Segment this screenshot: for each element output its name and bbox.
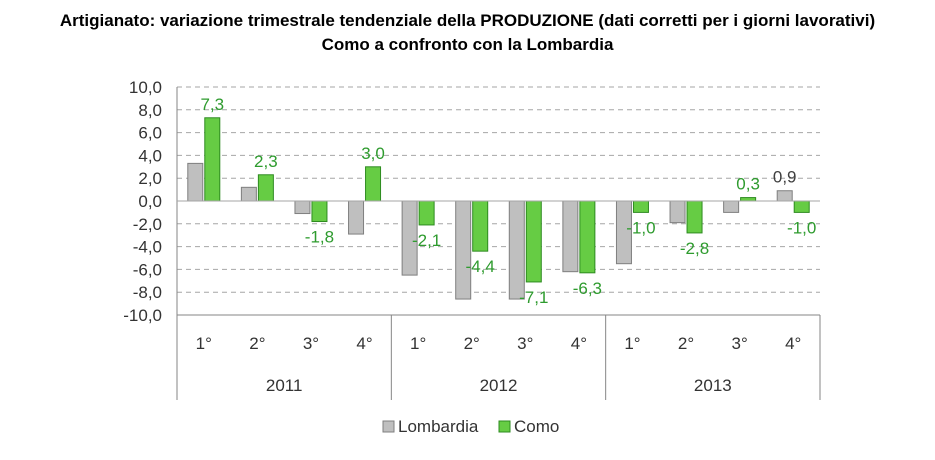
x-tick-label: 1° [410,334,426,353]
y-tick-label: -10,0 [123,306,162,325]
bar-como [793,200,810,213]
legend-label-como: Como [514,417,559,436]
bar-como [525,200,542,283]
data-label: 0,3 [736,175,760,194]
data-label: 2,3 [254,152,278,171]
data-label: -1,0 [787,218,816,237]
bar-lombardia [348,200,365,235]
y-tick-label: 2,0 [138,169,162,188]
y-tick-label: 10,0 [129,78,162,97]
group-label: 2011 [266,376,303,395]
group-label: 2012 [480,376,518,395]
x-tick-label: 4° [785,334,801,353]
x-tick-label: 1° [624,334,640,353]
y-tick-label: -2,0 [133,215,162,234]
data-label: -2,8 [680,239,709,258]
data-label: 0,9 [773,168,797,187]
legend-label-lombardia: Lombardia [398,417,479,436]
bar-como [740,197,757,202]
data-label: -4,4 [466,257,495,276]
bar-lombardia [187,162,204,202]
bar-como [257,174,274,202]
legend-swatch-lombardia [382,420,395,433]
bar-lombardia [562,200,579,273]
x-tick-label: 3° [731,334,747,353]
bar-lombardia [669,200,686,224]
bar-como [472,200,489,252]
bar-lombardia [508,200,525,300]
data-label: 7,3 [200,95,224,114]
bar-como [311,200,328,223]
bar-como [204,117,221,202]
bar-lombardia [723,200,740,213]
x-tick-label: 4° [571,334,587,353]
y-tick-label: 0,0 [138,192,162,211]
legend-swatch-como [498,420,511,433]
chart-title: Artigianato: variazione trimestrale tend… [59,11,876,30]
bar-lombardia [455,200,472,300]
data-label: -6,3 [573,279,602,298]
chart-subtitle: Como a confronto con la Lombardia [321,35,614,54]
bar-lombardia [776,190,793,202]
bar-lombardia [240,186,257,202]
group-label: 2013 [694,376,732,395]
y-tick-label: 8,0 [138,101,162,120]
x-tick-label: 2° [464,334,480,353]
x-tick-label: 2° [249,334,265,353]
bar-como [579,200,596,274]
bar-como [418,200,435,226]
bar-lombardia [294,200,311,215]
data-label: -1,0 [626,218,655,237]
data-label: -2,1 [412,231,441,250]
bar-como [365,166,382,202]
bar-como [686,200,703,234]
y-tick-label: 4,0 [138,146,162,165]
y-tick-label: -6,0 [133,260,162,279]
y-tick-label: -8,0 [133,283,162,302]
data-label: -7,1 [519,288,548,307]
y-tick-label: -4,0 [133,238,162,257]
x-tick-label: 3° [517,334,533,353]
x-tick-label: 3° [303,334,319,353]
data-label: 3,0 [361,144,385,163]
bar-como [632,200,649,213]
x-tick-label: 2° [678,334,694,353]
x-tick-label: 1° [196,334,212,353]
data-label: -1,8 [305,228,334,247]
x-tick-label: 4° [356,334,372,353]
y-tick-label: 6,0 [138,124,162,143]
